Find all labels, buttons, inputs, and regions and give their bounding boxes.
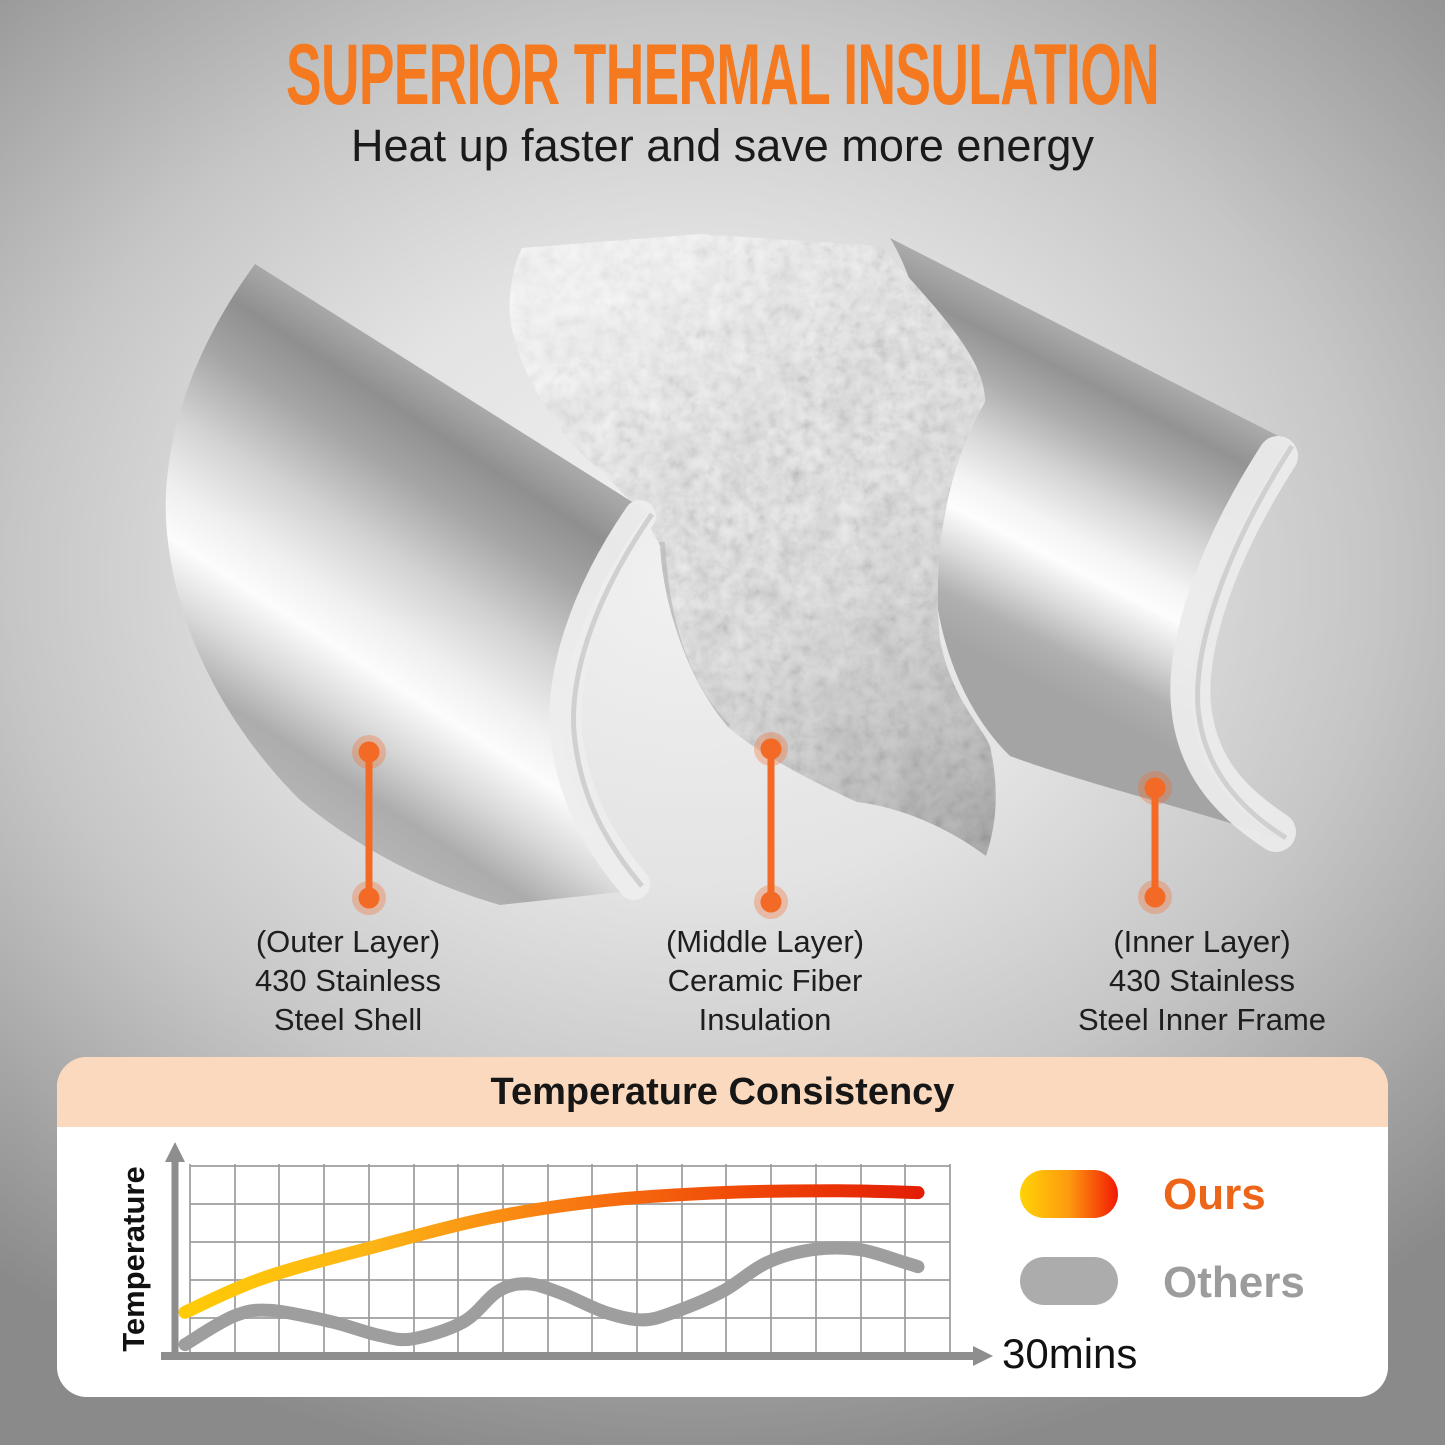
legend-swatch-ours	[1020, 1170, 1118, 1218]
x-axis-arrow-icon	[973, 1346, 993, 1366]
outer-layer-edge-line	[571, 512, 655, 888]
page-subtitle: Heat up faster and save more energy	[351, 120, 1094, 171]
page-title: SUPERIOR THERMAL INSULATION	[286, 27, 1160, 123]
y-axis-label: Temperature	[116, 1166, 151, 1352]
outer-layer-label: (Outer Layer) 430 Stainless Steel Shell	[254, 924, 442, 1037]
legend-swatch-others	[1020, 1257, 1118, 1305]
legend-label-ours: Ours	[1163, 1170, 1266, 1219]
x-axis-end-label: 30mins	[1002, 1330, 1138, 1377]
series-line-others	[178, 1241, 925, 1352]
inner-layer-pointer	[1138, 771, 1172, 914]
inner-layer-edge-line	[1195, 444, 1295, 841]
inner-layer-edge-face	[1170, 436, 1298, 852]
card-header: Temperature Consistency	[57, 1057, 1388, 1127]
legend-label-others: Others	[1163, 1258, 1305, 1307]
inner-layer-label: (Inner Layer) 430 Stainless Steel Inner …	[1077, 924, 1327, 1037]
pointer-pins	[352, 732, 1172, 919]
middle-layer-label: (Middle Layer) Ceramic Fiber Insulation	[665, 924, 865, 1037]
outer-layer-pointer	[352, 735, 386, 915]
card-title: Temperature Consistency	[490, 1070, 955, 1113]
outer-layer-sheet	[165, 264, 656, 905]
y-axis-arrow-icon	[165, 1142, 185, 1162]
inner-layer-sheet	[890, 238, 1298, 852]
middle-layer-pointer	[754, 732, 788, 919]
series-line-ours	[178, 1184, 925, 1319]
outer-layer-edge-face	[549, 500, 656, 900]
